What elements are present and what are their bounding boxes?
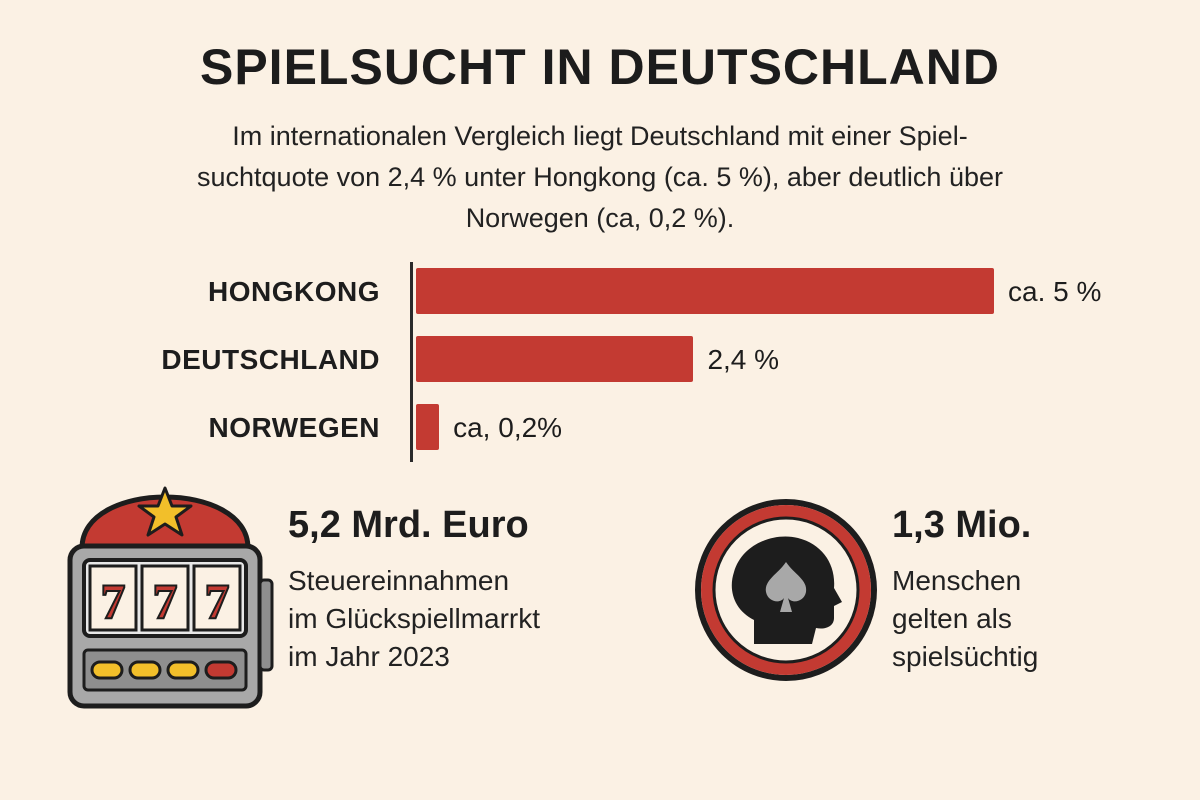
star-icon bbox=[137, 486, 193, 537]
head-with-spade-icon bbox=[695, 499, 877, 681]
slot-symbol-3: 7 bbox=[205, 573, 230, 629]
page-title: SPIELSUCHT IN DEUTSCHLAND bbox=[199, 39, 1001, 95]
subtitle: Im internationalen Vergleich liegt Deuts… bbox=[90, 116, 1110, 239]
bar-deutschland bbox=[416, 336, 694, 382]
category-label-deutschland: DEUTSCHLAND bbox=[161, 344, 380, 375]
bar-hongkong bbox=[416, 268, 994, 314]
spade-icon bbox=[765, 562, 807, 612]
subtitle-line-2: suchtquote von 2,4 % unter Hongkong (ca.… bbox=[197, 162, 1003, 192]
slot-symbol-1: 7 bbox=[101, 573, 126, 629]
stat-people-desc-line-3: spielsüchtig bbox=[892, 641, 1039, 672]
stat-people-desc-line-1: Menschen bbox=[892, 565, 1022, 596]
subtitle-line-1: Im internationalen Vergleich liegt Deuts… bbox=[232, 121, 968, 151]
value-label-deutschland: 2,4 % bbox=[707, 344, 780, 375]
value-label-norwegen: ca, 0,2% bbox=[453, 412, 563, 443]
stat-tax-desc-line-3: im Jahr 2023 bbox=[288, 641, 450, 672]
chart-axis bbox=[410, 262, 413, 462]
stat-people-value: 1,3 Mio. bbox=[892, 504, 1032, 546]
subtitle-line-3: Norwegen (ca, 0,2 %). bbox=[465, 203, 735, 233]
category-label-norwegen: NORWEGEN bbox=[208, 412, 380, 443]
stat-tax-desc-line-1: Steuereinnahmen bbox=[288, 565, 510, 596]
bar-norwegen bbox=[416, 404, 440, 450]
stat-tax-description: Steuereinnahmen im Glückspiellmarrkt im … bbox=[288, 562, 540, 676]
slot-symbol-2: 7 bbox=[153, 573, 178, 629]
stat-people-desc-line-2: gelten als bbox=[892, 603, 1012, 634]
stat-people-description: Menschen gelten als spielsüchtig bbox=[892, 562, 1038, 676]
value-label-hongkong: ca. 5 % bbox=[1008, 276, 1102, 307]
stat-tax-value: 5,2 Mrd. Euro bbox=[288, 504, 529, 546]
slot-machine-icon: 7 7 7 bbox=[67, 486, 274, 709]
category-label-hongkong: HONGKONG bbox=[208, 276, 380, 307]
stat-tax-desc-line-2: im Glückspiellmarrkt bbox=[288, 603, 541, 634]
